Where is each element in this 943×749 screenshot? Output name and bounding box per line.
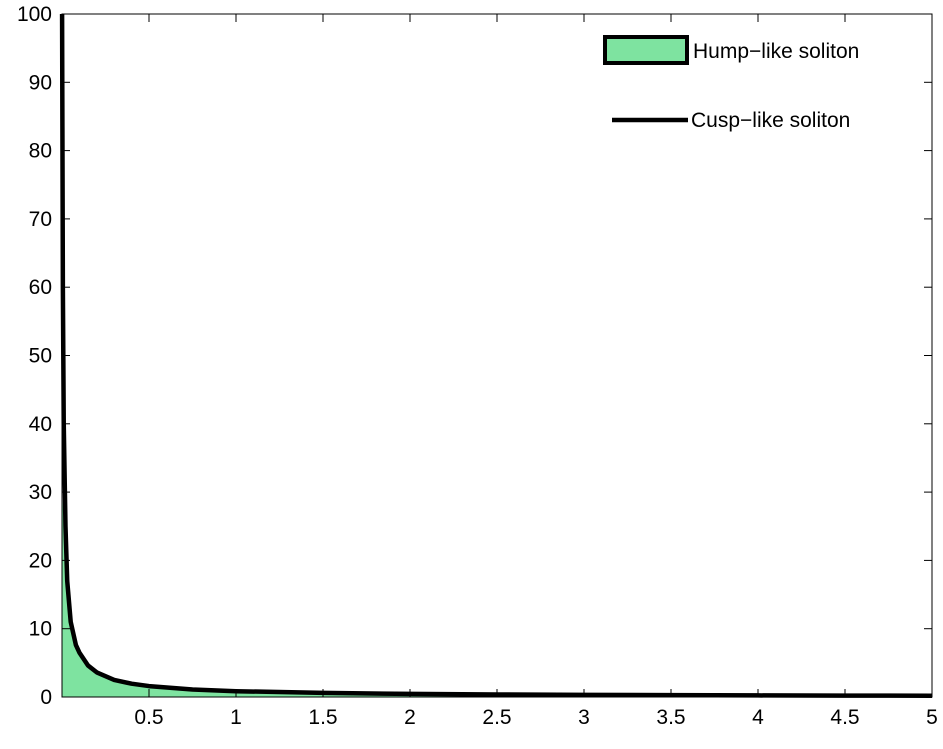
x-tick-label: 4.5 <box>830 706 859 729</box>
y-tick-label: 10 <box>29 618 52 641</box>
x-tick-label: 1.5 <box>308 706 337 729</box>
y-tick-label: 0 <box>40 686 52 709</box>
hump-soliton-area <box>62 492 933 697</box>
y-tick-label: 60 <box>29 276 52 299</box>
x-tick-label: 3 <box>578 706 590 729</box>
y-tick-label: 50 <box>29 345 52 368</box>
x-tick-label: 0.5 <box>134 706 163 729</box>
line-layer <box>59 13 933 698</box>
legend-hump-swatch <box>603 35 689 65</box>
cusp-soliton-line <box>59 13 933 698</box>
x-tick-label: 3.5 <box>656 706 685 729</box>
area-layer <box>62 492 933 697</box>
y-tick-label: 20 <box>29 549 52 572</box>
y-tick-label: 90 <box>29 71 52 94</box>
y-tick-label: 70 <box>29 208 52 231</box>
x-tick-label: 4 <box>752 706 764 729</box>
y-tick-label: 80 <box>29 140 52 163</box>
legend: Hump−like soliton Cusp−like soliton <box>603 35 859 132</box>
legend-hump-label: Hump−like soliton <box>693 40 859 63</box>
x-tick-label: 1 <box>230 706 242 729</box>
y-tick-label: 100 <box>17 3 52 26</box>
legend-cusp-label: Cusp−like soliton <box>691 109 850 132</box>
y-tick-label: 40 <box>29 413 52 436</box>
y-tick-label: 30 <box>29 481 52 504</box>
x-tick-label: 2.5 <box>482 706 511 729</box>
x-tick-label: 2 <box>404 706 416 729</box>
axes-layer: 0.5 1 1.5 2 2.5 3 3.5 4 4.5 501020304050607080901… <box>17 3 938 729</box>
x-tick-label: 5 <box>926 706 938 729</box>
